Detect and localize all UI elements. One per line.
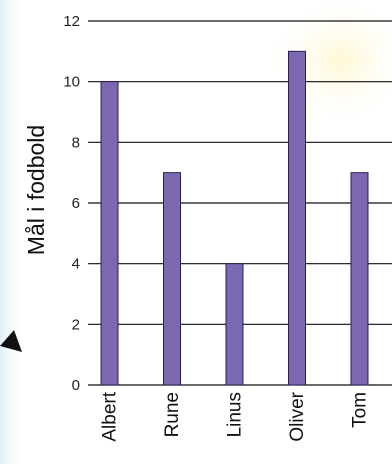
y-tick-label: 6	[72, 195, 80, 212]
y-tick-label: 12	[63, 13, 80, 30]
category-label-linus: Linus	[225, 392, 246, 437]
y-tick-label: 0	[72, 377, 80, 394]
y-tick-label: 4	[72, 256, 80, 273]
category-label-rune: Rune	[162, 392, 183, 437]
y-tick-label: 8	[72, 134, 80, 151]
y-tick-label: 10	[63, 74, 80, 91]
left-tint	[0, 0, 26, 464]
bar-linus	[225, 263, 244, 386]
bar-albert	[100, 81, 119, 386]
category-label-oliver: Oliver	[287, 391, 308, 441]
category-label-tom: Tom	[350, 392, 371, 428]
y-tick-label: 2	[72, 316, 80, 333]
bars	[100, 50, 369, 386]
bar-oliver	[288, 50, 306, 386]
category-labels: Albert Rune Linus Oliver Tom	[100, 391, 371, 441]
bar-rune	[163, 172, 181, 386]
bar-tom	[350, 172, 369, 386]
y-axis-label: Mål i fodbold	[23, 125, 49, 255]
y-tick-labels: 0 2 4 6 8 10 12	[63, 13, 80, 394]
arrow-icon	[0, 330, 22, 352]
category-label-albert: Albert	[100, 391, 121, 441]
